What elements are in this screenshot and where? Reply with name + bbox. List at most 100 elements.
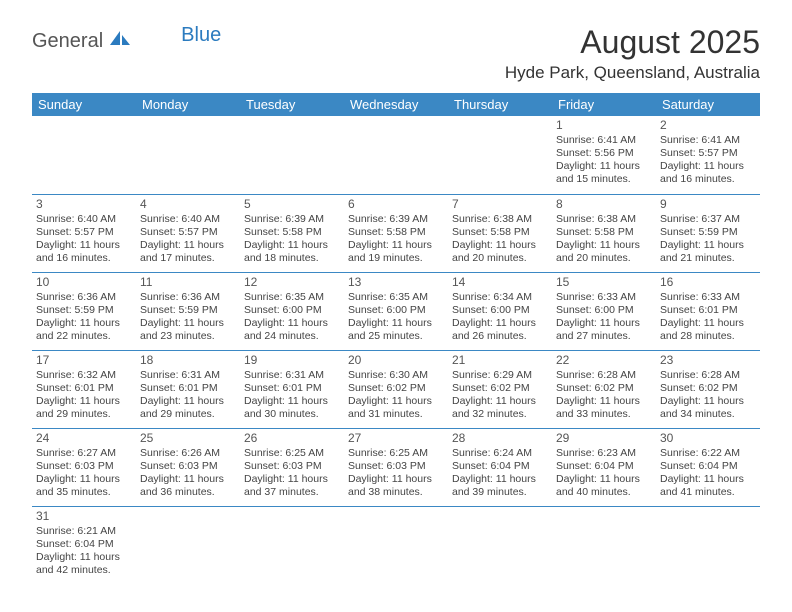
calendar-cell: 24Sunrise: 6:27 AMSunset: 6:03 PMDayligh…: [32, 428, 136, 506]
daylight-text: and 36 minutes.: [140, 486, 236, 499]
calendar-cell: [344, 116, 448, 194]
calendar-cell: 12Sunrise: 6:35 AMSunset: 6:00 PMDayligh…: [240, 272, 344, 350]
calendar-cell: [32, 116, 136, 194]
day-number: 11: [140, 275, 236, 290]
sunrise-text: Sunrise: 6:39 AM: [244, 213, 340, 226]
sunrise-text: Sunrise: 6:25 AM: [348, 447, 444, 460]
calendar-cell: 31Sunrise: 6:21 AMSunset: 6:04 PMDayligh…: [32, 506, 136, 581]
sunrise-text: Sunrise: 6:22 AM: [660, 447, 756, 460]
daylight-text: and 16 minutes.: [660, 173, 756, 186]
daylight-text: and 32 minutes.: [452, 408, 548, 421]
sunrise-text: Sunrise: 6:26 AM: [140, 447, 236, 460]
sunrise-text: Sunrise: 6:39 AM: [348, 213, 444, 226]
sunset-text: Sunset: 5:57 PM: [140, 226, 236, 239]
sunrise-text: Sunrise: 6:31 AM: [140, 369, 236, 382]
sunset-text: Sunset: 5:57 PM: [660, 147, 756, 160]
daylight-text: and 42 minutes.: [36, 564, 132, 577]
calendar-row: 1Sunrise: 6:41 AMSunset: 5:56 PMDaylight…: [32, 116, 760, 194]
daylight-text: and 15 minutes.: [556, 173, 652, 186]
sunrise-text: Sunrise: 6:40 AM: [140, 213, 236, 226]
calendar-cell: 8Sunrise: 6:38 AMSunset: 5:58 PMDaylight…: [552, 194, 656, 272]
daylight-text: Daylight: 11 hours: [348, 395, 444, 408]
calendar-cell: 4Sunrise: 6:40 AMSunset: 5:57 PMDaylight…: [136, 194, 240, 272]
sunrise-text: Sunrise: 6:38 AM: [452, 213, 548, 226]
daylight-text: and 22 minutes.: [36, 330, 132, 343]
daylight-text: and 20 minutes.: [556, 252, 652, 265]
sunset-text: Sunset: 6:03 PM: [348, 460, 444, 473]
daylight-text: and 35 minutes.: [36, 486, 132, 499]
calendar-cell: 22Sunrise: 6:28 AMSunset: 6:02 PMDayligh…: [552, 350, 656, 428]
page-title: August 2025: [505, 24, 760, 61]
sunrise-text: Sunrise: 6:33 AM: [556, 291, 652, 304]
daylight-text: Daylight: 11 hours: [348, 473, 444, 486]
daylight-text: Daylight: 11 hours: [452, 239, 548, 252]
day-header: Wednesday: [344, 93, 448, 116]
day-number: 12: [244, 275, 340, 290]
day-number: 19: [244, 353, 340, 368]
daylight-text: and 31 minutes.: [348, 408, 444, 421]
daylight-text: Daylight: 11 hours: [348, 317, 444, 330]
calendar-cell: 28Sunrise: 6:24 AMSunset: 6:04 PMDayligh…: [448, 428, 552, 506]
calendar-cell: 14Sunrise: 6:34 AMSunset: 6:00 PMDayligh…: [448, 272, 552, 350]
day-number: 31: [36, 509, 132, 524]
calendar-cell: 1Sunrise: 6:41 AMSunset: 5:56 PMDaylight…: [552, 116, 656, 194]
calendar-cell: 3Sunrise: 6:40 AMSunset: 5:57 PMDaylight…: [32, 194, 136, 272]
calendar-cell: 11Sunrise: 6:36 AMSunset: 5:59 PMDayligh…: [136, 272, 240, 350]
day-number: 8: [556, 197, 652, 212]
daylight-text: Daylight: 11 hours: [452, 473, 548, 486]
sunrise-text: Sunrise: 6:37 AM: [660, 213, 756, 226]
sunset-text: Sunset: 6:03 PM: [244, 460, 340, 473]
sunset-text: Sunset: 6:01 PM: [36, 382, 132, 395]
sunrise-text: Sunrise: 6:30 AM: [348, 369, 444, 382]
day-number: 16: [660, 275, 756, 290]
daylight-text: Daylight: 11 hours: [36, 473, 132, 486]
sunrise-text: Sunrise: 6:25 AM: [244, 447, 340, 460]
sunrise-text: Sunrise: 6:35 AM: [244, 291, 340, 304]
calendar-cell: [552, 506, 656, 581]
daylight-text: and 24 minutes.: [244, 330, 340, 343]
calendar-cell: [344, 506, 448, 581]
calendar-cell: 21Sunrise: 6:29 AMSunset: 6:02 PMDayligh…: [448, 350, 552, 428]
day-number: 6: [348, 197, 444, 212]
daylight-text: and 27 minutes.: [556, 330, 652, 343]
sunset-text: Sunset: 5:59 PM: [660, 226, 756, 239]
sunrise-text: Sunrise: 6:28 AM: [556, 369, 652, 382]
calendar-cell: 30Sunrise: 6:22 AMSunset: 6:04 PMDayligh…: [656, 428, 760, 506]
calendar-cell: [136, 506, 240, 581]
sunset-text: Sunset: 6:02 PM: [660, 382, 756, 395]
day-number: 7: [452, 197, 548, 212]
sunrise-text: Sunrise: 6:34 AM: [452, 291, 548, 304]
sunset-text: Sunset: 6:01 PM: [140, 382, 236, 395]
calendar-cell: 9Sunrise: 6:37 AMSunset: 5:59 PMDaylight…: [656, 194, 760, 272]
day-header: Sunday: [32, 93, 136, 116]
sunset-text: Sunset: 5:58 PM: [244, 226, 340, 239]
day-number: 24: [36, 431, 132, 446]
daylight-text: and 23 minutes.: [140, 330, 236, 343]
calendar-cell: 19Sunrise: 6:31 AMSunset: 6:01 PMDayligh…: [240, 350, 344, 428]
sunrise-text: Sunrise: 6:41 AM: [660, 134, 756, 147]
calendar-cell: 20Sunrise: 6:30 AMSunset: 6:02 PMDayligh…: [344, 350, 448, 428]
day-number: 18: [140, 353, 236, 368]
day-number: 27: [348, 431, 444, 446]
sunset-text: Sunset: 6:02 PM: [556, 382, 652, 395]
daylight-text: and 41 minutes.: [660, 486, 756, 499]
calendar-table: Sunday Monday Tuesday Wednesday Thursday…: [32, 93, 760, 581]
daylight-text: Daylight: 11 hours: [660, 395, 756, 408]
daylight-text: and 19 minutes.: [348, 252, 444, 265]
sunrise-text: Sunrise: 6:32 AM: [36, 369, 132, 382]
daylight-text: and 30 minutes.: [244, 408, 340, 421]
daylight-text: Daylight: 11 hours: [348, 239, 444, 252]
day-number: 29: [556, 431, 652, 446]
daylight-text: and 39 minutes.: [452, 486, 548, 499]
day-number: 9: [660, 197, 756, 212]
daylight-text: Daylight: 11 hours: [660, 317, 756, 330]
calendar-cell: 29Sunrise: 6:23 AMSunset: 6:04 PMDayligh…: [552, 428, 656, 506]
daylight-text: Daylight: 11 hours: [36, 395, 132, 408]
day-header: Monday: [136, 93, 240, 116]
daylight-text: and 38 minutes.: [348, 486, 444, 499]
calendar-row: 3Sunrise: 6:40 AMSunset: 5:57 PMDaylight…: [32, 194, 760, 272]
day-number: 13: [348, 275, 444, 290]
calendar-cell: 7Sunrise: 6:38 AMSunset: 5:58 PMDaylight…: [448, 194, 552, 272]
daylight-text: Daylight: 11 hours: [556, 473, 652, 486]
daylight-text: and 17 minutes.: [140, 252, 236, 265]
